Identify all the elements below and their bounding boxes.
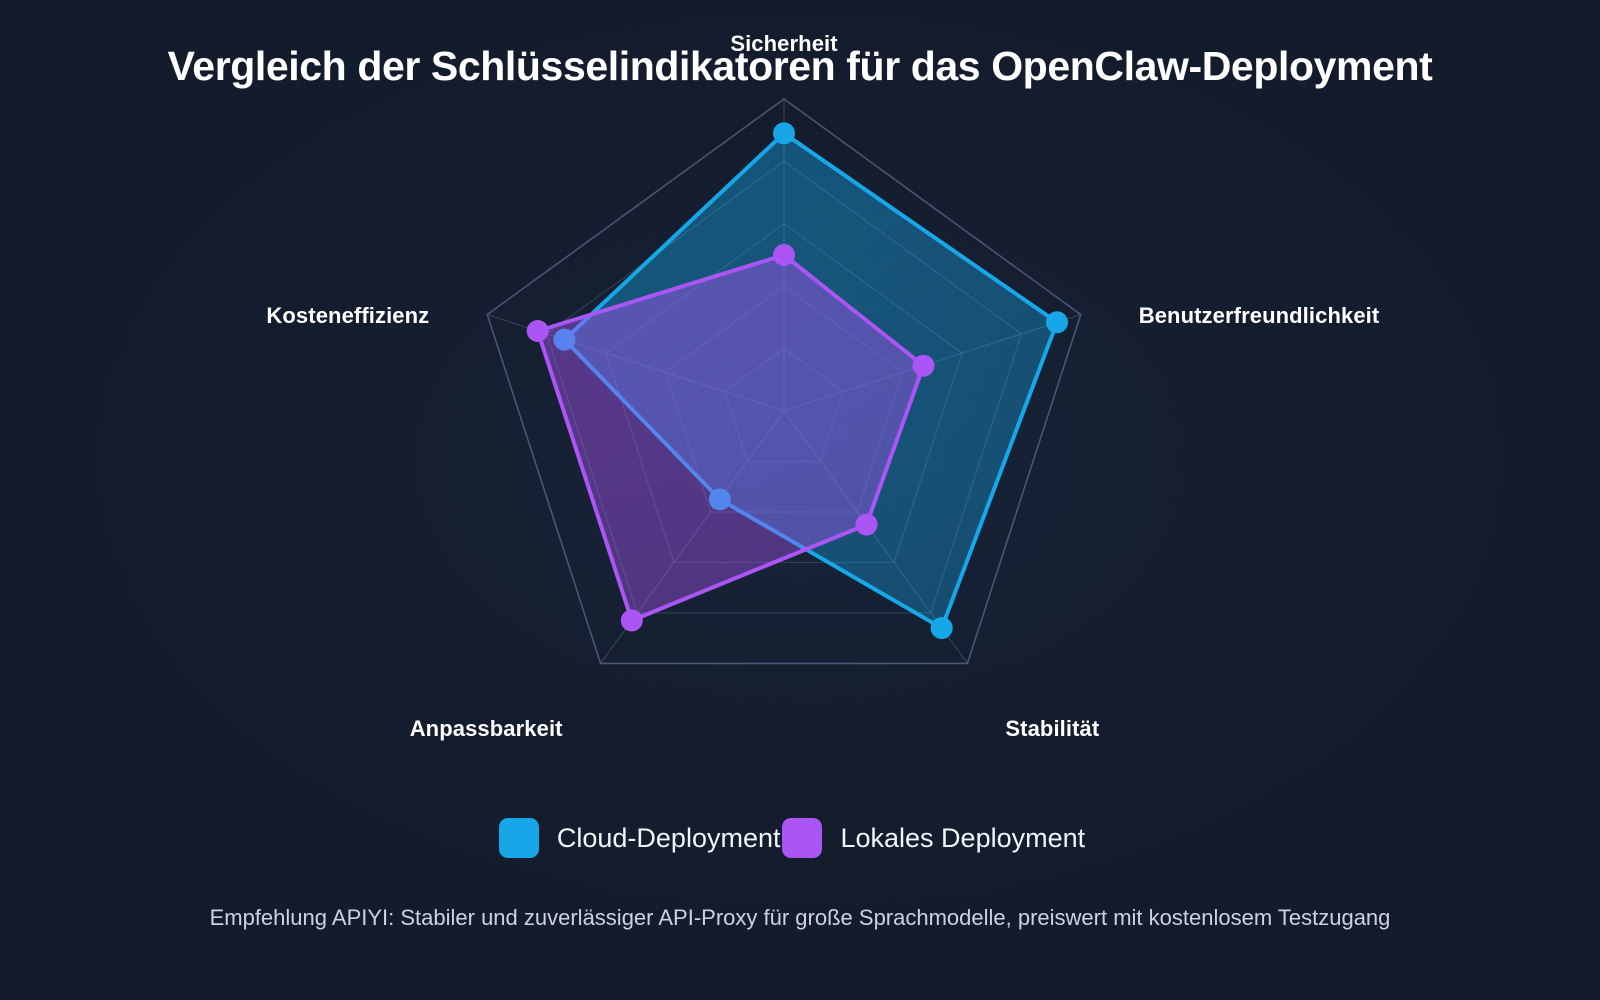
legend-item[interactable]: Cloud-Deployment	[498, 818, 797, 858]
legend-item[interactable]: Lokales Deployment	[782, 818, 1101, 858]
data-point[interactable]	[773, 244, 795, 267]
data-point[interactable]	[912, 354, 935, 377]
chart-legend: Cloud-Deployment Lokales Deployment	[0, 818, 1600, 858]
axis-label-anpassbarkeit: Anpassbarkeit	[409, 715, 563, 741]
data-point[interactable]	[930, 617, 953, 640]
radar-plot-area: Sicherheit Benutzerfreundlichkeit Stabilit…	[0, 31, 1600, 1000]
radar-chart-svg	[486, 98, 1082, 665]
legend-swatch-icon	[498, 818, 539, 858]
legend-swatch-icon	[782, 818, 823, 858]
axis-label-stabilit-t: Stabilität	[1005, 715, 1100, 741]
data-point[interactable]	[773, 122, 795, 145]
data-point[interactable]	[620, 609, 643, 632]
radar-series-local	[535, 253, 926, 623]
radar-points-local	[526, 244, 935, 632]
data-point[interactable]	[855, 513, 878, 536]
axis-label-benutzerfreundlichkeit: Benutzerfreundlichkeit	[1138, 302, 1380, 328]
legend-label: Cloud-Deployment	[556, 822, 781, 853]
data-point[interactable]	[526, 320, 549, 343]
footer-note: Empfehlung APIYI: Stabiler und zuverläss…	[209, 905, 1391, 930]
legend-label: Lokales Deployment	[840, 822, 1086, 853]
axis-label-kosteneffizienz: Kosteneffizienz	[266, 302, 430, 328]
page-title: Vergleich der Schlüsselindikatoren für d…	[167, 43, 1433, 89]
data-point[interactable]	[1045, 311, 1068, 334]
axis-label-sicherheit: Sicherheit	[730, 31, 838, 57]
